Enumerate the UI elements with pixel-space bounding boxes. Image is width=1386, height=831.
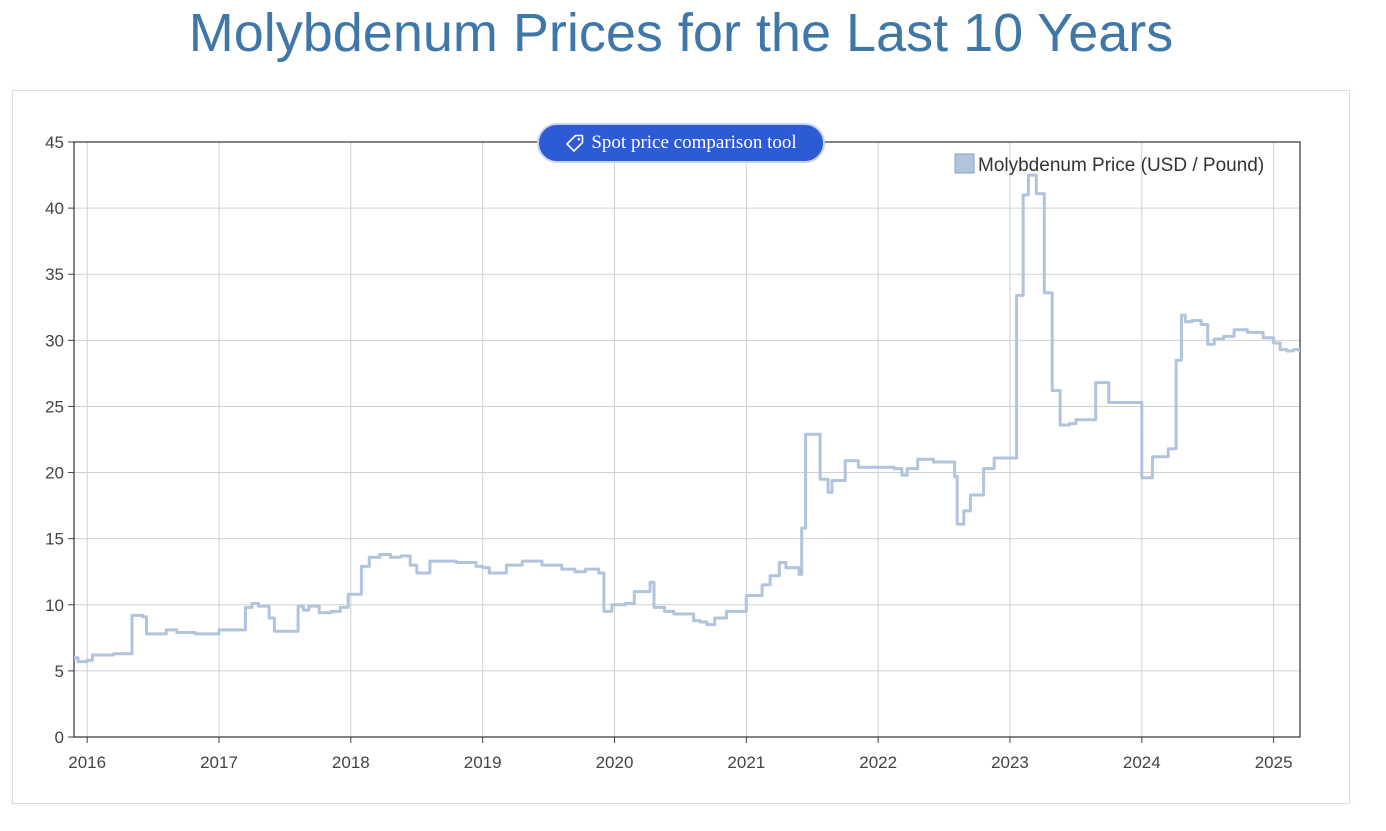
x-tick-label: 2020 — [596, 753, 634, 772]
page-title: Molybdenum Prices for the Last 10 Years — [188, 3, 1174, 63]
x-tick-label: 2024 — [1123, 753, 1161, 772]
tag-icon — [566, 134, 584, 152]
x-tick-label: 2016 — [68, 753, 106, 772]
legend-label[interactable]: Molybdenum Price (USD / Pound) — [978, 155, 1264, 176]
x-tick-label: 2019 — [464, 753, 502, 772]
y-tick-label: 25 — [45, 397, 64, 416]
x-tick-label: 2021 — [727, 753, 765, 772]
x-tick-label: 2023 — [991, 753, 1029, 772]
chart-card — [12, 90, 1350, 804]
legend[interactable]: Molybdenum Price (USD / Pound) — [954, 153, 1264, 176]
y-tick-label: 45 — [45, 133, 64, 152]
spot-price-comparison-label[interactable]: Spot price comparison tool — [591, 132, 797, 153]
y-tick-label: 15 — [45, 530, 64, 549]
x-tick-label: 2018 — [332, 753, 370, 772]
y-tick-label: 0 — [55, 728, 64, 747]
y-tick-label: 40 — [45, 199, 64, 218]
y-tick-label: 30 — [45, 331, 64, 350]
y-tick-label: 35 — [45, 265, 64, 284]
grid — [74, 141, 1300, 738]
x-tick-label: 2017 — [200, 753, 238, 772]
plot-frame — [73, 141, 1301, 738]
series-line-0[interactable] — [74, 173, 1300, 664]
series-layer — [74, 173, 1300, 664]
y-tick-label: 5 — [55, 662, 64, 681]
x-tick-label: 2025 — [1255, 753, 1293, 772]
y-tick-label: 10 — [45, 596, 64, 615]
legend-swatch[interactable] — [954, 153, 975, 174]
spot-price-comparison-button[interactable]: Spot price comparison tool — [537, 123, 825, 163]
x-tick-label: 2022 — [859, 753, 897, 772]
y-tick-label: 20 — [45, 464, 64, 483]
